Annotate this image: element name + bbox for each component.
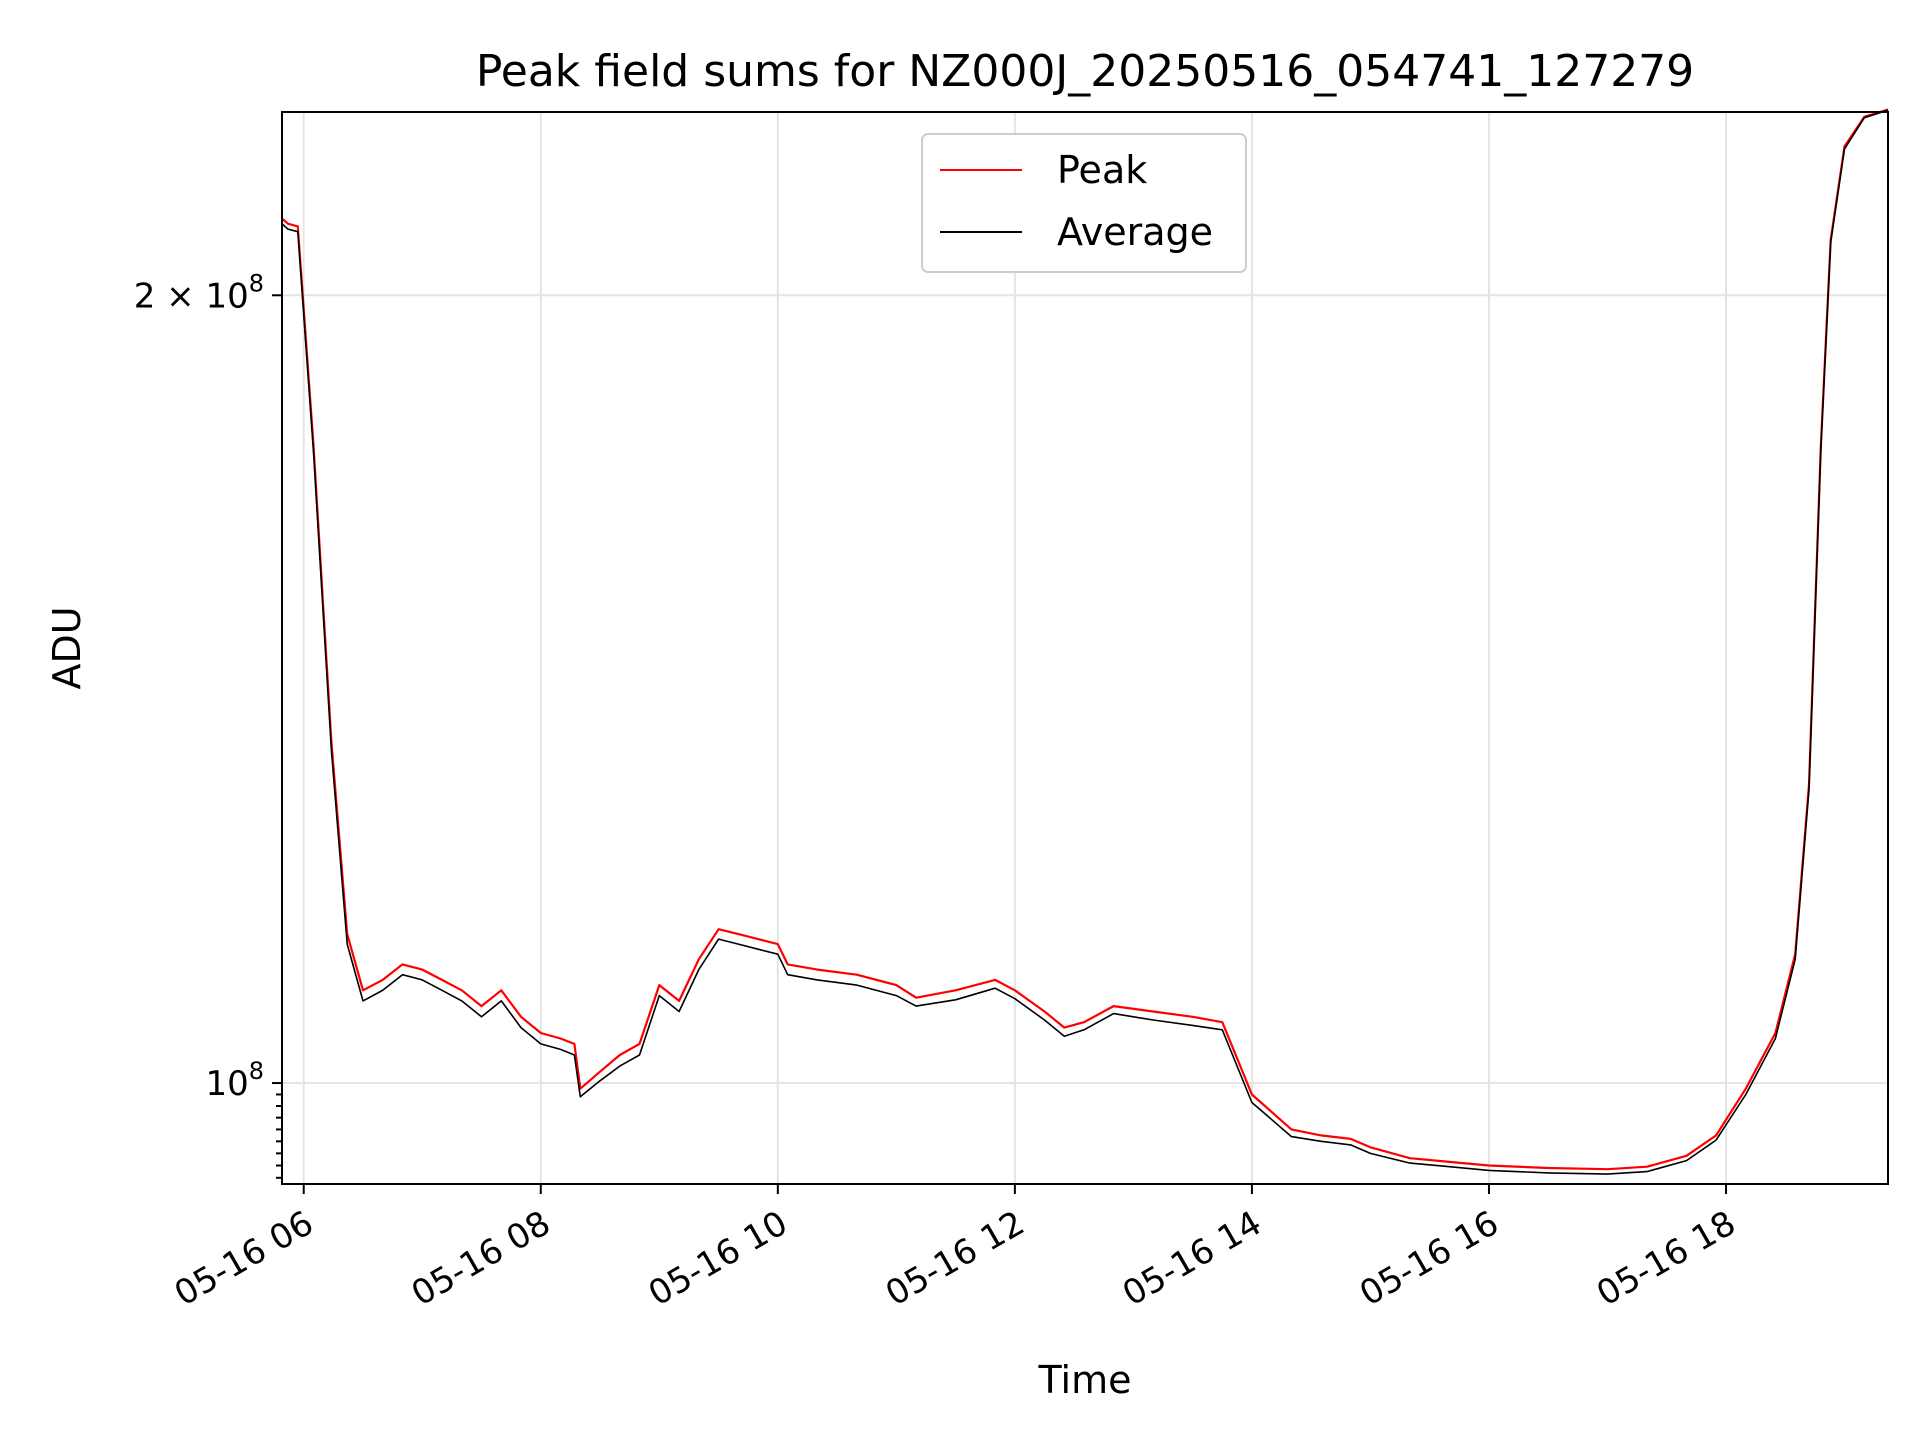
series-line-peak: [281, 108, 1889, 1171]
plot-frame: [281, 111, 1889, 1185]
chart-title: Peak field sums for NZ000J_20250516_0547…: [476, 46, 1694, 97]
y-tick-label: 2 × 108: [134, 269, 264, 316]
x-axis-label: Time: [1038, 1358, 1132, 1402]
y-tick-label-exponent: 8: [249, 1057, 264, 1085]
y-axis-label: ADU: [45, 606, 89, 689]
legend-label-average: Average: [1057, 210, 1213, 254]
y-tick-label: 108: [205, 1057, 264, 1104]
grid: [282, 112, 1888, 1184]
legend-box: [921, 133, 1247, 273]
series-line-average: [281, 109, 1889, 1175]
series-layer: [281, 108, 1889, 1175]
y-tick-label-exponent: 8: [249, 269, 264, 297]
y-tick-label-base: 10: [205, 1064, 248, 1104]
legend: Peak Average: [921, 133, 1247, 273]
y-tick-label-base: 2 × 10: [134, 276, 249, 316]
legend-label-peak: Peak: [1057, 148, 1147, 192]
